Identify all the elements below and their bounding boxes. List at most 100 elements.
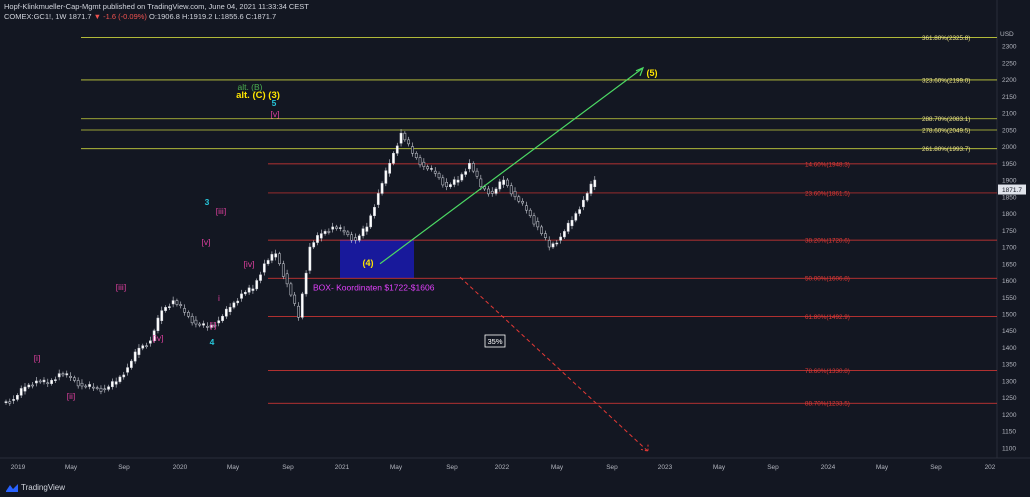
price-tick-label: 1200 bbox=[1002, 412, 1017, 419]
wave-label: [iii] bbox=[216, 206, 226, 216]
time-tick-label: May bbox=[713, 464, 726, 471]
price-tick-label: 1850 bbox=[1002, 194, 1017, 201]
candle-body bbox=[54, 379, 57, 381]
candle-body bbox=[236, 300, 240, 304]
candle-body bbox=[441, 177, 445, 186]
candle-body bbox=[532, 215, 536, 225]
candle-body bbox=[582, 199, 585, 208]
candle-body bbox=[430, 168, 433, 170]
time-tick-label: May bbox=[227, 464, 240, 471]
candle-body bbox=[118, 376, 122, 382]
time-tick-label: 2022 bbox=[495, 464, 510, 471]
time-tick-label: Sep bbox=[767, 464, 779, 471]
wave-label: i bbox=[218, 293, 220, 303]
candle-body bbox=[213, 324, 217, 327]
candle-body bbox=[65, 373, 69, 376]
time-tick-label: Sep bbox=[118, 464, 130, 471]
price-change: ▼ -1.6 (-0.09%) bbox=[93, 12, 147, 21]
candle-body bbox=[198, 323, 202, 326]
price-tick-label: 1500 bbox=[1002, 312, 1017, 319]
symbol-header: COMEX:GC1!, 1W 1871.7 ▼ -1.6 (-0.09%) O:… bbox=[4, 12, 276, 21]
price-tick-label: 1450 bbox=[1002, 328, 1017, 335]
candle-body bbox=[111, 381, 114, 388]
candle-body bbox=[589, 183, 593, 194]
candle-body bbox=[221, 315, 224, 321]
candle-body bbox=[536, 221, 540, 228]
percent-label: 35% bbox=[487, 337, 502, 346]
candle-body bbox=[502, 179, 505, 185]
candle-body bbox=[365, 226, 369, 232]
price-tick-label: 2200 bbox=[1002, 77, 1017, 84]
candle-body bbox=[316, 235, 319, 243]
box-label: BOX- Koordinaten $1722-$1606 bbox=[313, 283, 435, 293]
candle-body bbox=[452, 179, 456, 185]
candle-body bbox=[259, 274, 262, 281]
price-tick-label: 1350 bbox=[1002, 362, 1017, 369]
candle-body bbox=[152, 330, 156, 342]
time-tick-label: 2021 bbox=[335, 464, 350, 471]
fib-retracement-label: 78.60%(1330.8) bbox=[805, 368, 850, 375]
candle-body bbox=[137, 347, 141, 355]
projection-down-line bbox=[459, 276, 649, 452]
candle-body bbox=[167, 306, 171, 308]
candle-body bbox=[92, 386, 95, 389]
percent-box bbox=[484, 334, 506, 348]
candle-body bbox=[278, 253, 281, 265]
candle-body bbox=[521, 201, 524, 204]
candle-body bbox=[471, 163, 475, 172]
time-tick-label: May bbox=[65, 464, 78, 471]
price-tick-label: 1950 bbox=[1002, 161, 1017, 168]
candle-body bbox=[35, 380, 38, 384]
candle-body bbox=[80, 382, 84, 387]
candle-body bbox=[69, 376, 72, 378]
candle-body bbox=[384, 170, 388, 184]
candle-body bbox=[380, 183, 384, 194]
candle-body bbox=[240, 293, 243, 299]
tradingview-brand: TradingView bbox=[6, 483, 65, 492]
symbol-label: COMEX:GC1!, 1W bbox=[4, 12, 67, 21]
candle-body bbox=[57, 373, 61, 378]
candle-body bbox=[574, 213, 578, 221]
candle-body bbox=[327, 231, 331, 233]
candle-body bbox=[126, 367, 129, 373]
time-tick-label: May bbox=[876, 464, 889, 471]
candle-body bbox=[73, 377, 76, 381]
candle-body bbox=[266, 260, 270, 265]
fib-retracement-label: 38.20%(1720.6) bbox=[805, 238, 850, 245]
candle-body bbox=[331, 226, 335, 230]
candle-body bbox=[361, 228, 365, 237]
candle-body bbox=[395, 145, 399, 154]
price-tick-label: 1800 bbox=[1002, 211, 1017, 218]
candle-body bbox=[300, 293, 304, 318]
price-tick-label: 1750 bbox=[1002, 228, 1017, 235]
candle-body bbox=[376, 193, 380, 205]
wave-label: [iv] bbox=[244, 259, 255, 269]
price-tick-label: 1300 bbox=[1002, 378, 1017, 385]
candle-body bbox=[456, 179, 460, 183]
candle-body bbox=[319, 233, 323, 239]
candle-body bbox=[38, 380, 42, 383]
candle-body bbox=[31, 384, 34, 387]
time-tick-label: Sep bbox=[606, 464, 618, 471]
price-tick-label: 1250 bbox=[1002, 395, 1017, 402]
candle-body bbox=[224, 308, 228, 317]
candle-body bbox=[559, 236, 562, 241]
candle-body bbox=[483, 186, 486, 190]
wave-label: [i] bbox=[34, 353, 41, 363]
candle-body bbox=[479, 178, 483, 187]
fib-extension-label: 288.70%(2083.1) bbox=[922, 116, 970, 123]
candle-body bbox=[255, 280, 259, 290]
candle-body bbox=[42, 379, 46, 383]
candle-body bbox=[114, 381, 118, 385]
brand-label: TradingView bbox=[21, 483, 66, 492]
candle-body bbox=[487, 188, 490, 195]
candle-body bbox=[528, 209, 532, 217]
price-tick-label: 1100 bbox=[1002, 445, 1016, 452]
candle-body bbox=[19, 388, 23, 396]
candle-body bbox=[517, 196, 521, 202]
time-tick-label: Sep bbox=[930, 464, 942, 471]
candle-body bbox=[88, 384, 91, 387]
wave-label: 3 bbox=[205, 197, 210, 207]
candle-body bbox=[247, 287, 251, 293]
